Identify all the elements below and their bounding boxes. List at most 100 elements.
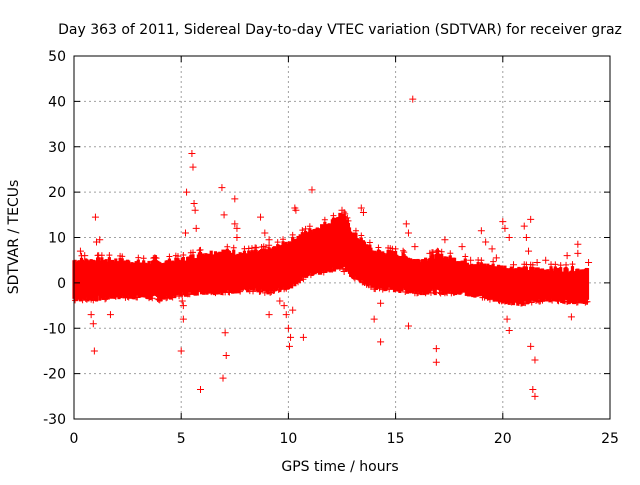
x-tick-label: 20 <box>494 431 512 447</box>
data-point <box>340 268 348 276</box>
data-point <box>299 333 307 341</box>
band-edge-point <box>330 212 337 219</box>
band-edge-point <box>197 246 204 253</box>
data-point <box>404 229 412 237</box>
data-point <box>231 220 239 228</box>
band-edge-point <box>434 247 441 254</box>
data-point <box>289 306 297 314</box>
y-tick-label: 30 <box>48 140 66 156</box>
data-point <box>492 254 500 262</box>
y-tick-label: -20 <box>43 367 66 383</box>
band-edge-point <box>375 244 382 251</box>
x-tick-label: 5 <box>177 431 186 447</box>
data-point <box>179 302 187 310</box>
band-edge-point <box>299 227 306 234</box>
data-point <box>552 268 560 276</box>
data-point <box>467 256 475 264</box>
band-edge-point <box>153 255 160 262</box>
data-point <box>482 238 490 246</box>
data-point <box>525 247 533 255</box>
data-point <box>477 227 485 235</box>
band-edge-point <box>438 248 445 255</box>
data-point <box>432 345 440 353</box>
data-point <box>488 245 496 253</box>
data-point <box>505 327 513 335</box>
band-edge-point <box>342 210 349 217</box>
data-point <box>285 342 293 350</box>
data-point <box>432 358 440 366</box>
y-tick-label: -10 <box>43 321 66 337</box>
data-point <box>404 322 412 330</box>
data-point <box>287 333 295 341</box>
data-points <box>72 95 593 400</box>
data-point <box>574 240 582 248</box>
data-point <box>531 356 539 364</box>
data-point <box>280 302 288 310</box>
x-tick-label: 10 <box>279 431 297 447</box>
band-edge-point <box>447 250 454 257</box>
data-point <box>338 206 346 214</box>
axis-ticks: 0 5 10 15 20 25 -30 -20 -10 0 10 20 30 40 50 <box>43 49 619 447</box>
data-point <box>501 295 509 303</box>
data-point <box>441 236 449 244</box>
band-edge-point <box>478 257 485 264</box>
data-point <box>499 218 507 226</box>
band-edge-point <box>321 216 328 223</box>
data-point <box>527 215 535 223</box>
y-tick-label: 10 <box>48 231 66 247</box>
data-point <box>409 95 417 103</box>
data-point <box>574 249 582 257</box>
band-edge-point <box>352 227 359 234</box>
data-point <box>261 229 269 237</box>
band-edge-point <box>401 249 408 256</box>
band-edge-point <box>189 249 196 256</box>
data-point <box>96 236 104 244</box>
y-axis-label: SDTVAR / TECUs <box>6 180 22 295</box>
data-point <box>191 206 199 214</box>
band-edge-point <box>302 225 309 232</box>
band-edge-point <box>552 261 559 268</box>
data-point <box>377 338 385 346</box>
band-edge-point <box>135 254 142 261</box>
band-edge-point <box>345 217 352 224</box>
data-point <box>357 204 365 212</box>
data-point <box>505 234 513 241</box>
chart-title: Day 363 of 2011, Sidereal Day-to-day VTE… <box>58 22 622 38</box>
data-point <box>81 252 89 260</box>
data-point <box>196 386 204 394</box>
data-point <box>284 324 292 332</box>
band-edge-point <box>358 232 365 239</box>
data-point <box>292 206 300 214</box>
data-point <box>89 320 97 328</box>
band-edge-point <box>490 258 497 265</box>
data-point <box>458 243 466 251</box>
band-edge-point <box>344 214 351 221</box>
x-axis-label: GPS time / hours <box>281 459 398 475</box>
data-point <box>183 188 191 196</box>
data-point <box>531 392 539 400</box>
y-tick-label: 50 <box>48 49 66 65</box>
data-point <box>219 374 227 382</box>
band-edge-point <box>224 243 231 250</box>
band-edge-point <box>174 253 181 260</box>
band-edge-point <box>462 253 469 260</box>
data-point <box>533 258 541 266</box>
band-edge-point <box>274 239 281 246</box>
band-edge-point <box>166 253 173 260</box>
data-point <box>567 313 575 321</box>
data-point <box>189 163 197 171</box>
data-point <box>76 247 84 255</box>
band-edge-point <box>584 298 591 305</box>
data-point <box>585 258 593 266</box>
y-tick-label: 0 <box>57 276 66 292</box>
data-point <box>520 222 528 230</box>
data-point <box>563 252 571 260</box>
band-edge-point <box>257 288 264 295</box>
data-point <box>257 213 265 221</box>
data-point <box>542 256 550 264</box>
band-edge-point <box>180 251 187 258</box>
x-tick-label: 15 <box>387 431 405 447</box>
data-point <box>370 315 378 323</box>
band-edge-point <box>149 295 156 302</box>
